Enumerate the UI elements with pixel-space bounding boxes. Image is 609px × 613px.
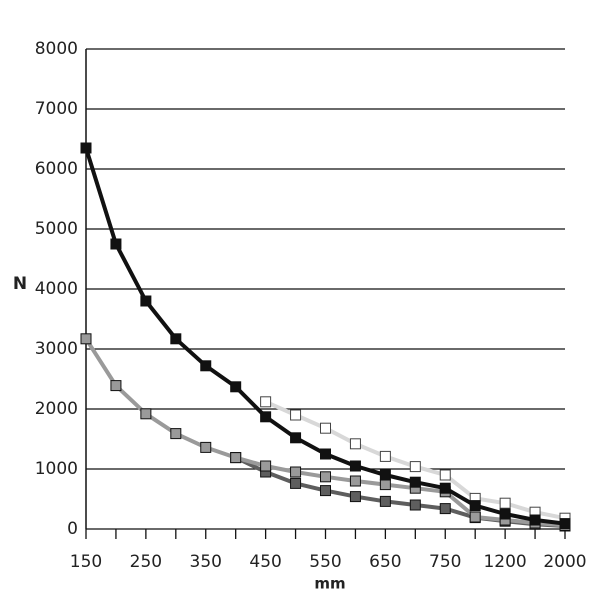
series-line: [84, 147, 566, 526]
marker: [140, 408, 152, 420]
y-tick-label: 6000: [35, 159, 78, 179]
marker: [409, 476, 421, 488]
marker: [379, 469, 391, 481]
marker: [439, 469, 451, 481]
x-tick-label: 350: [190, 552, 222, 572]
marker: [290, 477, 302, 489]
marker: [469, 500, 481, 512]
y-axis-label: N: [13, 274, 27, 294]
marker: [170, 428, 182, 440]
x-tick-label: 1200: [483, 552, 526, 572]
marker: [320, 471, 331, 483]
marker: [260, 411, 272, 423]
marker: [290, 466, 302, 478]
x-tick-label: 650: [369, 552, 401, 572]
y-tick-label: 2000: [35, 399, 78, 419]
marker: [559, 518, 571, 530]
marker: [230, 452, 242, 464]
x-tick-label: 250: [130, 552, 162, 572]
marker: [469, 511, 481, 523]
x-axis-label: mm: [314, 575, 345, 593]
marker: [320, 448, 331, 460]
y-tick-label: 3000: [35, 339, 78, 359]
y-tick-label: 5000: [35, 219, 78, 239]
marker: [349, 438, 361, 450]
y-tick-label: 7000: [35, 99, 78, 119]
marker: [529, 514, 541, 526]
marker: [80, 142, 92, 154]
x-tick-label: 450: [249, 552, 281, 572]
marker: [80, 333, 92, 345]
x-tick-label: 550: [309, 552, 341, 572]
marker: [439, 503, 451, 515]
marker: [379, 479, 391, 491]
marker: [379, 450, 391, 462]
marker: [409, 499, 421, 511]
marker: [200, 360, 212, 372]
marker: [320, 422, 331, 434]
marker: [110, 380, 122, 392]
marker: [110, 238, 122, 250]
marker: [230, 381, 242, 393]
y-tick-label: 8000: [35, 39, 78, 59]
marker: [439, 482, 451, 494]
marker: [349, 460, 361, 472]
marker: [140, 295, 152, 307]
marker: [349, 491, 361, 503]
marker: [260, 460, 272, 472]
x-tick-label: 2000: [543, 552, 586, 572]
marker: [200, 441, 212, 453]
marker: [170, 333, 182, 345]
x-tick-label: 150: [70, 552, 102, 572]
y-tick-label: 1000: [35, 459, 78, 479]
marker: [379, 495, 391, 507]
marker: [409, 461, 421, 473]
marker: [290, 432, 302, 444]
x-tick-label: 750: [429, 552, 461, 572]
marker: [320, 485, 331, 497]
marker: [499, 497, 511, 509]
marker: [260, 396, 272, 408]
y-tick-label: 4000: [35, 279, 78, 299]
marker: [499, 508, 511, 520]
marker: [290, 409, 302, 421]
marker: [349, 475, 361, 487]
y-tick-label: 0: [67, 519, 78, 539]
